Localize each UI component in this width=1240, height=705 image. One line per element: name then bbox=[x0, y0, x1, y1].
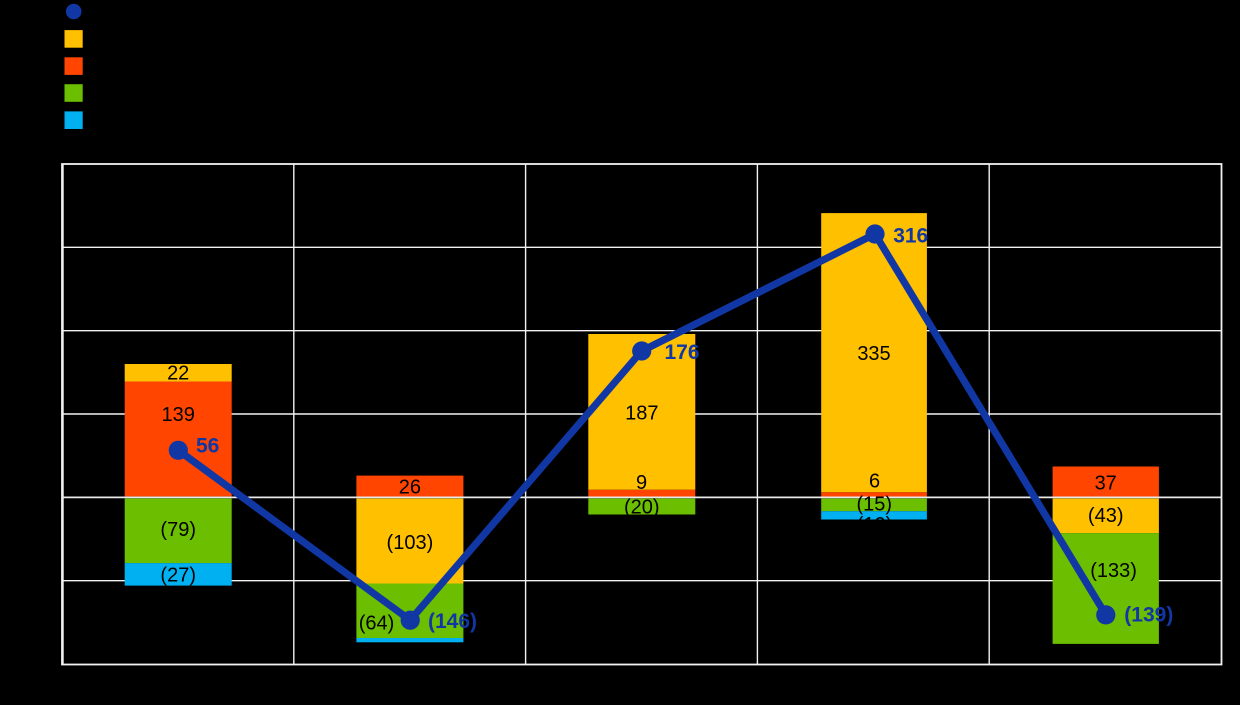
svg-text:6: 6 bbox=[869, 471, 880, 493]
svg-text:(43): (43) bbox=[1088, 505, 1124, 527]
svg-text:139: 139 bbox=[162, 404, 195, 426]
svg-text:(15): (15) bbox=[857, 494, 893, 516]
svg-text:(139): (139) bbox=[1124, 604, 1173, 627]
svg-text:(79): (79) bbox=[160, 519, 196, 541]
svg-text:22: 22 bbox=[167, 363, 189, 385]
svg-text:(27): (27) bbox=[160, 565, 196, 587]
svg-text:316: 316 bbox=[893, 225, 928, 248]
svg-text:176: 176 bbox=[665, 341, 700, 364]
svg-text:(64): (64) bbox=[359, 613, 395, 635]
svg-text:56: 56 bbox=[196, 435, 219, 458]
svg-text:335: 335 bbox=[857, 343, 890, 365]
svg-text:(10): (10) bbox=[857, 514, 893, 536]
svg-text:187: 187 bbox=[625, 403, 658, 425]
svg-text:37: 37 bbox=[1095, 473, 1117, 495]
svg-text:(146): (146) bbox=[428, 610, 477, 633]
svg-text:26: 26 bbox=[399, 477, 421, 499]
svg-text:(20): (20) bbox=[624, 496, 660, 518]
svg-text:(103): (103) bbox=[387, 532, 434, 554]
svg-text:9: 9 bbox=[636, 472, 647, 494]
svg-text:(133): (133) bbox=[1090, 560, 1137, 582]
